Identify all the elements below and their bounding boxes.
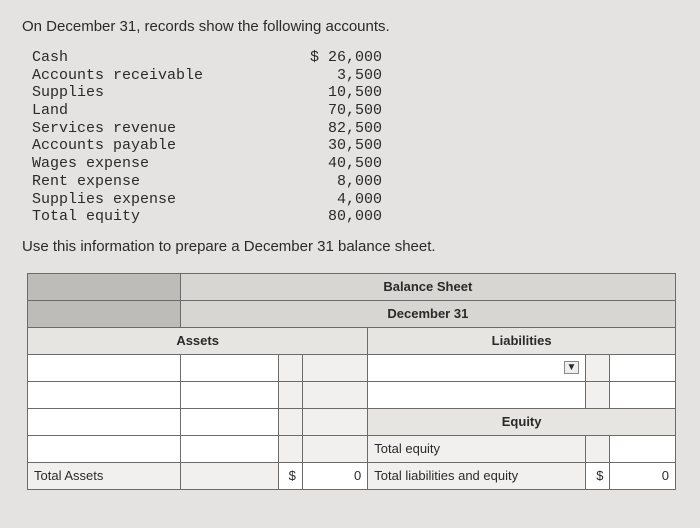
spacer: [586, 435, 610, 462]
account-row: Land70,500: [32, 102, 678, 120]
total-assets-label: Total Assets: [28, 462, 181, 489]
total-equity-input[interactable]: [610, 435, 676, 462]
account-label: Land: [32, 102, 302, 120]
account-row: Accounts receivable3,500: [32, 67, 678, 85]
account-amount: 80,000: [302, 208, 382, 226]
dollar-sign: $: [278, 462, 302, 489]
spacer: [278, 435, 302, 462]
spacer: [278, 408, 302, 435]
account-amount: 30,500: [302, 137, 382, 155]
liability-amount-input[interactable]: [610, 354, 676, 381]
total-liab-equity-label: Total liabilities and equity: [368, 462, 586, 489]
liability-name-input[interactable]: ▼: [368, 354, 586, 381]
asset-amount-input[interactable]: [180, 354, 278, 381]
asset-amount-input[interactable]: [180, 381, 278, 408]
spacer: [302, 381, 367, 408]
spacer: [302, 435, 367, 462]
intro-text: On December 31, records show the followi…: [22, 18, 678, 35]
asset-amount-input[interactable]: [180, 435, 278, 462]
account-amount: 4,000: [302, 191, 382, 209]
account-amount: 3,500: [302, 67, 382, 85]
total-liab-equity-value: 0: [610, 462, 676, 489]
total-equity-label: Total equity: [368, 435, 586, 462]
account-label: Cash: [32, 49, 302, 67]
account-row: Accounts payable30,500: [32, 137, 678, 155]
spacer: [302, 354, 367, 381]
account-amount: 8,000: [302, 173, 382, 191]
account-row: Cash$ 26,000: [32, 49, 678, 67]
account-row: Wages expense40,500: [32, 155, 678, 173]
asset-name-input[interactable]: [28, 408, 181, 435]
liability-amount-input[interactable]: [610, 381, 676, 408]
instruction-text: Use this information to prepare a Decemb…: [22, 238, 678, 255]
account-label: Total equity: [32, 208, 302, 226]
liability-name-input[interactable]: [368, 381, 586, 408]
liabilities-header: Liabilities: [368, 327, 676, 354]
asset-name-input[interactable]: [28, 354, 181, 381]
equity-header: Equity: [368, 408, 676, 435]
account-row: Supplies expense4,000: [32, 191, 678, 209]
account-row: Services revenue82,500: [32, 120, 678, 138]
balance-sheet-table: Balance Sheet December 31 Assets Liabili…: [27, 273, 676, 490]
account-amount: 82,500: [302, 120, 382, 138]
asset-name-input[interactable]: [28, 435, 181, 462]
account-label: Rent expense: [32, 173, 302, 191]
account-row: Total equity80,000: [32, 208, 678, 226]
account-amount: 40,500: [302, 155, 382, 173]
account-label: Wages expense: [32, 155, 302, 173]
spacer: [180, 462, 278, 489]
spacer: [586, 354, 610, 381]
asset-name-input[interactable]: [28, 381, 181, 408]
asset-amount-input[interactable]: [180, 408, 278, 435]
account-amount: $ 26,000: [302, 49, 382, 67]
sheet-title: Balance Sheet: [180, 273, 675, 300]
account-amount: 10,500: [302, 84, 382, 102]
accounts-list: Cash$ 26,000Accounts receivable3,500Supp…: [32, 49, 678, 226]
account-row: Rent expense8,000: [32, 173, 678, 191]
account-row: Supplies10,500: [32, 84, 678, 102]
total-assets-value: 0: [302, 462, 367, 489]
account-label: Services revenue: [32, 120, 302, 138]
account-label: Accounts payable: [32, 137, 302, 155]
account-label: Supplies expense: [32, 191, 302, 209]
dollar-sign: $: [586, 462, 610, 489]
corner-cell: [28, 300, 181, 327]
spacer: [278, 354, 302, 381]
spacer: [302, 408, 367, 435]
spacer: [278, 381, 302, 408]
spacer: [586, 381, 610, 408]
assets-header: Assets: [28, 327, 368, 354]
account-amount: 70,500: [302, 102, 382, 120]
corner-cell: [28, 273, 181, 300]
chevron-down-icon[interactable]: ▼: [564, 361, 580, 374]
account-label: Accounts receivable: [32, 67, 302, 85]
account-label: Supplies: [32, 84, 302, 102]
sheet-date: December 31: [180, 300, 675, 327]
